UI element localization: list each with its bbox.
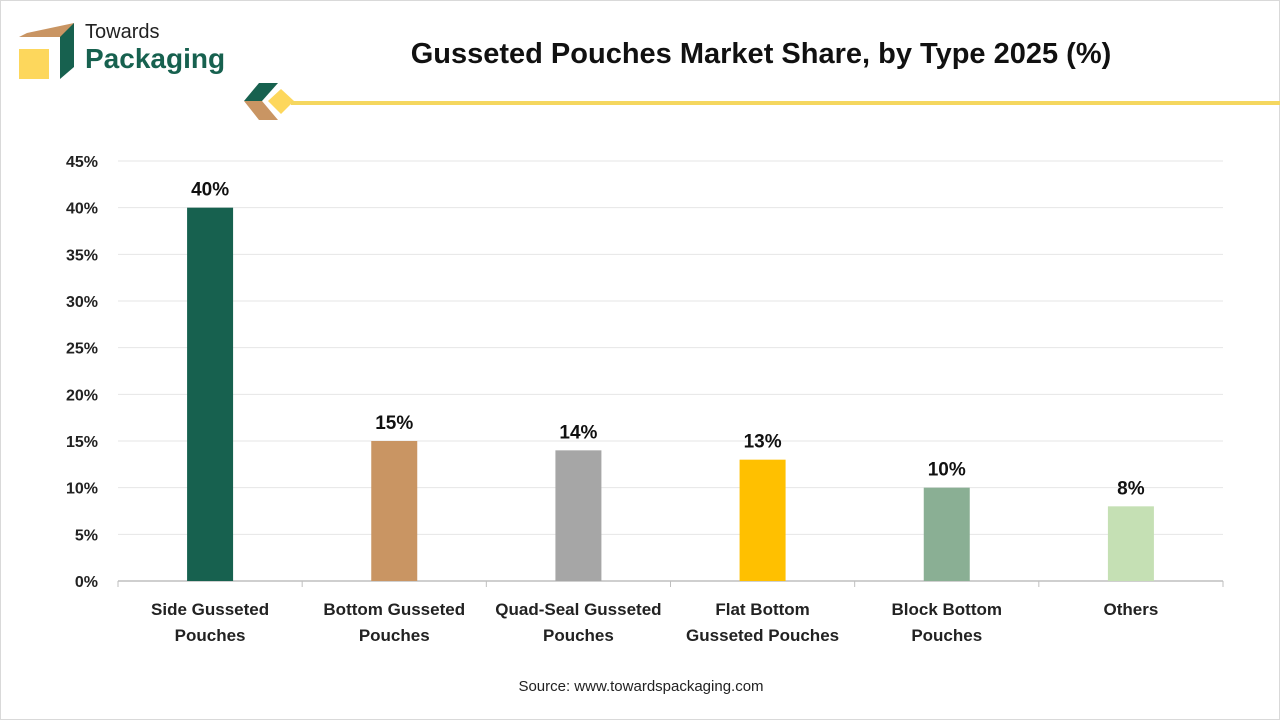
chart-title: Gusseted Pouches Market Share, by Type 2…	[410, 38, 1112, 70]
y-tick-label: 35%	[66, 247, 98, 264]
data-label: 13%	[744, 432, 782, 453]
x-tick-label: Gusseted Pouches	[686, 626, 839, 645]
x-tick-label: Others	[1104, 600, 1159, 619]
bar	[371, 441, 418, 581]
logo-text-packaging: Packaging	[85, 43, 226, 74]
y-tick-label: 15%	[66, 434, 98, 451]
bar	[1107, 506, 1154, 581]
y-tick-label: 40%	[66, 201, 98, 218]
logo-icon	[19, 23, 74, 79]
y-tick-label: 25%	[66, 341, 98, 358]
x-tick-label: Side Gusseted	[151, 600, 269, 619]
bar	[555, 450, 602, 581]
y-tick-label: 5%	[75, 527, 98, 544]
data-label: 10%	[928, 460, 966, 481]
data-label: 15%	[375, 413, 413, 434]
y-tick-label: 30%	[66, 294, 98, 311]
data-label: 14%	[559, 422, 597, 443]
decorative-chevron-icon	[244, 83, 294, 120]
logo-text-towards: Towards	[85, 21, 160, 43]
x-tick-label: Pouches	[175, 626, 246, 645]
x-tick-label: Block Bottom	[892, 600, 1003, 619]
source-text: Source: www.towardspackaging.com	[518, 678, 764, 695]
data-label: 40%	[191, 180, 229, 201]
y-tick-label: 20%	[66, 387, 98, 404]
data-label: 8%	[1117, 478, 1145, 499]
x-tick-label: Pouches	[359, 626, 430, 645]
x-tick-label: Pouches	[543, 626, 614, 645]
y-tick-label: 0%	[75, 574, 98, 591]
decorative-line	[291, 101, 1280, 105]
bar	[923, 487, 970, 581]
y-tick-label: 45%	[66, 154, 98, 171]
x-tick-label: Pouches	[911, 626, 982, 645]
x-tick-label: Flat Bottom	[715, 600, 809, 619]
x-tick-label: Bottom Gusseted	[323, 600, 465, 619]
bar	[187, 207, 234, 581]
y-tick-label: 10%	[66, 481, 98, 498]
x-tick-label: Quad-Seal Gusseted	[495, 600, 661, 619]
bar	[739, 459, 786, 581]
